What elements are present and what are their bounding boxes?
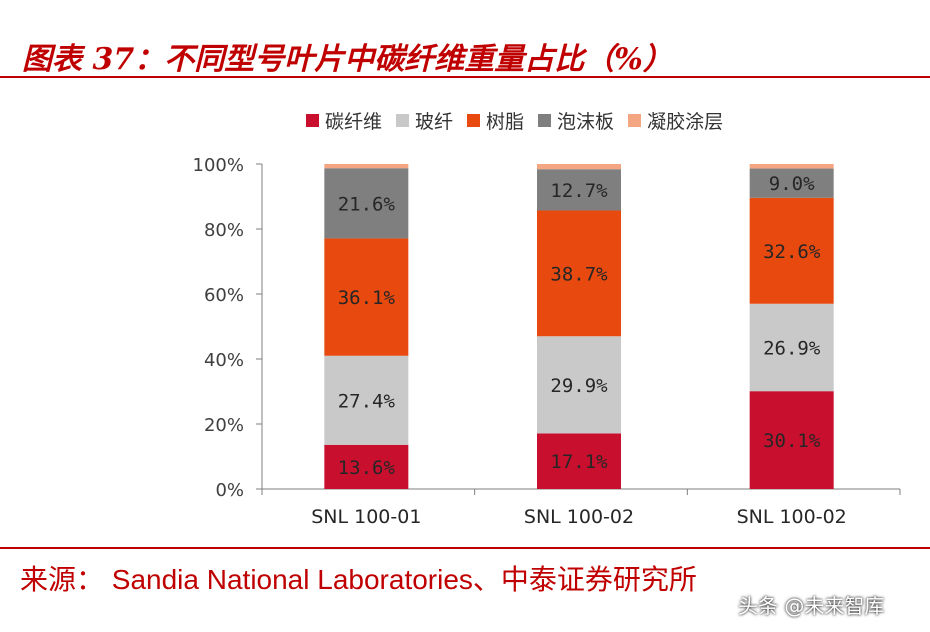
x-category-label: SNL 100-02 xyxy=(737,506,847,528)
data-label: 36.1% xyxy=(338,287,396,309)
title-bar: 图表 37：不同型号叶片中碳纤维重量占比（%） xyxy=(0,0,930,78)
y-tick-label: 100% xyxy=(193,155,244,176)
chart-title: 图表 37：不同型号叶片中碳纤维重量占比（%） xyxy=(22,42,673,77)
data-label: 38.7% xyxy=(550,263,608,285)
data-label: 13.6% xyxy=(338,457,396,479)
data-label: 12.7% xyxy=(550,180,608,202)
data-label: 26.9% xyxy=(763,337,821,359)
bar-segment xyxy=(749,164,834,169)
data-label: 30.1% xyxy=(763,430,821,452)
legend-swatch xyxy=(306,113,319,127)
legend-item: 泡沫板 xyxy=(538,107,614,134)
legend-swatch xyxy=(467,113,481,127)
chart-legend: 碳纤维 玻纤 树脂 泡沫板 凝胶涂层 xyxy=(306,107,723,134)
bar-segment xyxy=(749,168,834,198)
bar-segment xyxy=(749,303,834,392)
title-divider xyxy=(0,76,930,78)
legend-swatch xyxy=(628,113,642,127)
bar-segment xyxy=(537,336,621,434)
legend-swatch xyxy=(396,113,410,127)
y-tick-label: 80% xyxy=(204,220,244,241)
y-tick-label: 0% xyxy=(215,480,244,501)
legend-item: 树脂 xyxy=(467,107,524,134)
legend-swatch xyxy=(538,113,552,127)
x-category-label: SNL 100-01 xyxy=(311,506,421,528)
bar-segment xyxy=(537,433,621,489)
bar-segment xyxy=(324,444,409,489)
bar-segment xyxy=(324,355,409,445)
data-label: 32.6% xyxy=(763,241,821,263)
bar-segment xyxy=(324,238,409,356)
data-label: 27.4% xyxy=(338,390,396,412)
legend-item: 玻纤 xyxy=(396,107,453,134)
data-label: 21.6% xyxy=(338,193,396,215)
bar-segment xyxy=(537,169,621,211)
data-label: 29.9% xyxy=(550,375,608,397)
footer-divider xyxy=(0,547,930,549)
legend-label: 玻纤 xyxy=(415,110,454,133)
bar-segment xyxy=(324,168,409,239)
legend-label: 树脂 xyxy=(486,110,525,133)
bar-segment xyxy=(537,210,621,337)
legend-label: 凝胶涂层 xyxy=(647,110,724,133)
x-category-label: SNL 100-02 xyxy=(524,506,634,528)
bar-segment xyxy=(537,164,621,170)
legend-item: 凝胶涂层 xyxy=(628,107,723,134)
bar-segment xyxy=(324,164,409,169)
legend-item: 碳纤维 xyxy=(306,107,382,134)
source-note: 来源： Sandia National Laboratories、中泰证券研究所 xyxy=(20,564,697,595)
data-label: 17.1% xyxy=(550,451,608,473)
legend-label: 泡沫板 xyxy=(557,110,615,133)
data-label: 9.0% xyxy=(769,173,815,195)
legend-label: 碳纤维 xyxy=(325,110,383,133)
bar-segment xyxy=(749,391,834,489)
bar-segment xyxy=(749,197,834,304)
y-tick-label: 60% xyxy=(204,285,244,306)
y-tick-label: 40% xyxy=(204,350,244,371)
y-tick-label: 20% xyxy=(204,415,244,436)
watermark: 头条 @未来智库 xyxy=(738,594,885,618)
